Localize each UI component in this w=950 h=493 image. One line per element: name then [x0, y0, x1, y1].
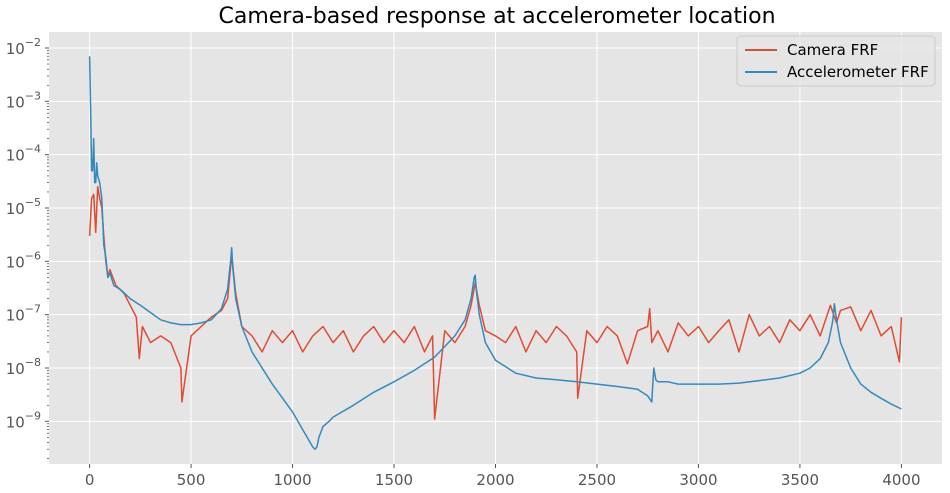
series-line-camera-frf	[88, 186, 903, 420]
x-tick-label: 1500	[375, 471, 413, 489]
x-tick-label: 4000	[882, 471, 920, 489]
x-tick-label: 3500	[781, 471, 819, 489]
series-line-accelerometer-frf	[88, 56, 902, 450]
y-tick-label: 10−7	[6, 303, 41, 325]
x-tick-label: 500	[177, 471, 206, 489]
y-axis-ticks: 10−9 10−8 10−7 10−6 10−5 10−4 10−3 10−2	[6, 36, 49, 460]
grid-lines	[49, 32, 942, 464]
legend: Camera FRF Accelerometer FRF	[736, 35, 936, 87]
y-tick-label: 10−2	[6, 36, 41, 58]
y-tick-label: 10−5	[6, 196, 41, 218]
x-tick-label: 0	[85, 471, 95, 489]
chart-title: Camera-based response at accelerometer l…	[218, 4, 775, 29]
legend-box	[736, 35, 936, 87]
y-tick-label: 10−8	[6, 356, 41, 378]
x-tick-label: 2000	[476, 471, 514, 489]
x-tick-label: 1000	[273, 471, 311, 489]
y-tick-label: 10−6	[6, 249, 41, 271]
y-tick-label: 10−3	[6, 89, 41, 111]
x-tick-label: 2500	[578, 471, 616, 489]
x-axis-ticks: 0 500 1000 1500 2000 2500 3000 3500 4000	[85, 464, 921, 489]
series-lines	[88, 56, 903, 450]
y-tick-label: 10−9	[6, 409, 41, 431]
x-tick-label: 3000	[679, 471, 717, 489]
legend-label-camera: Camera FRF	[787, 41, 878, 59]
y-tick-label: 10−4	[6, 143, 41, 165]
legend-label-accelerometer: Accelerometer FRF	[787, 63, 929, 81]
